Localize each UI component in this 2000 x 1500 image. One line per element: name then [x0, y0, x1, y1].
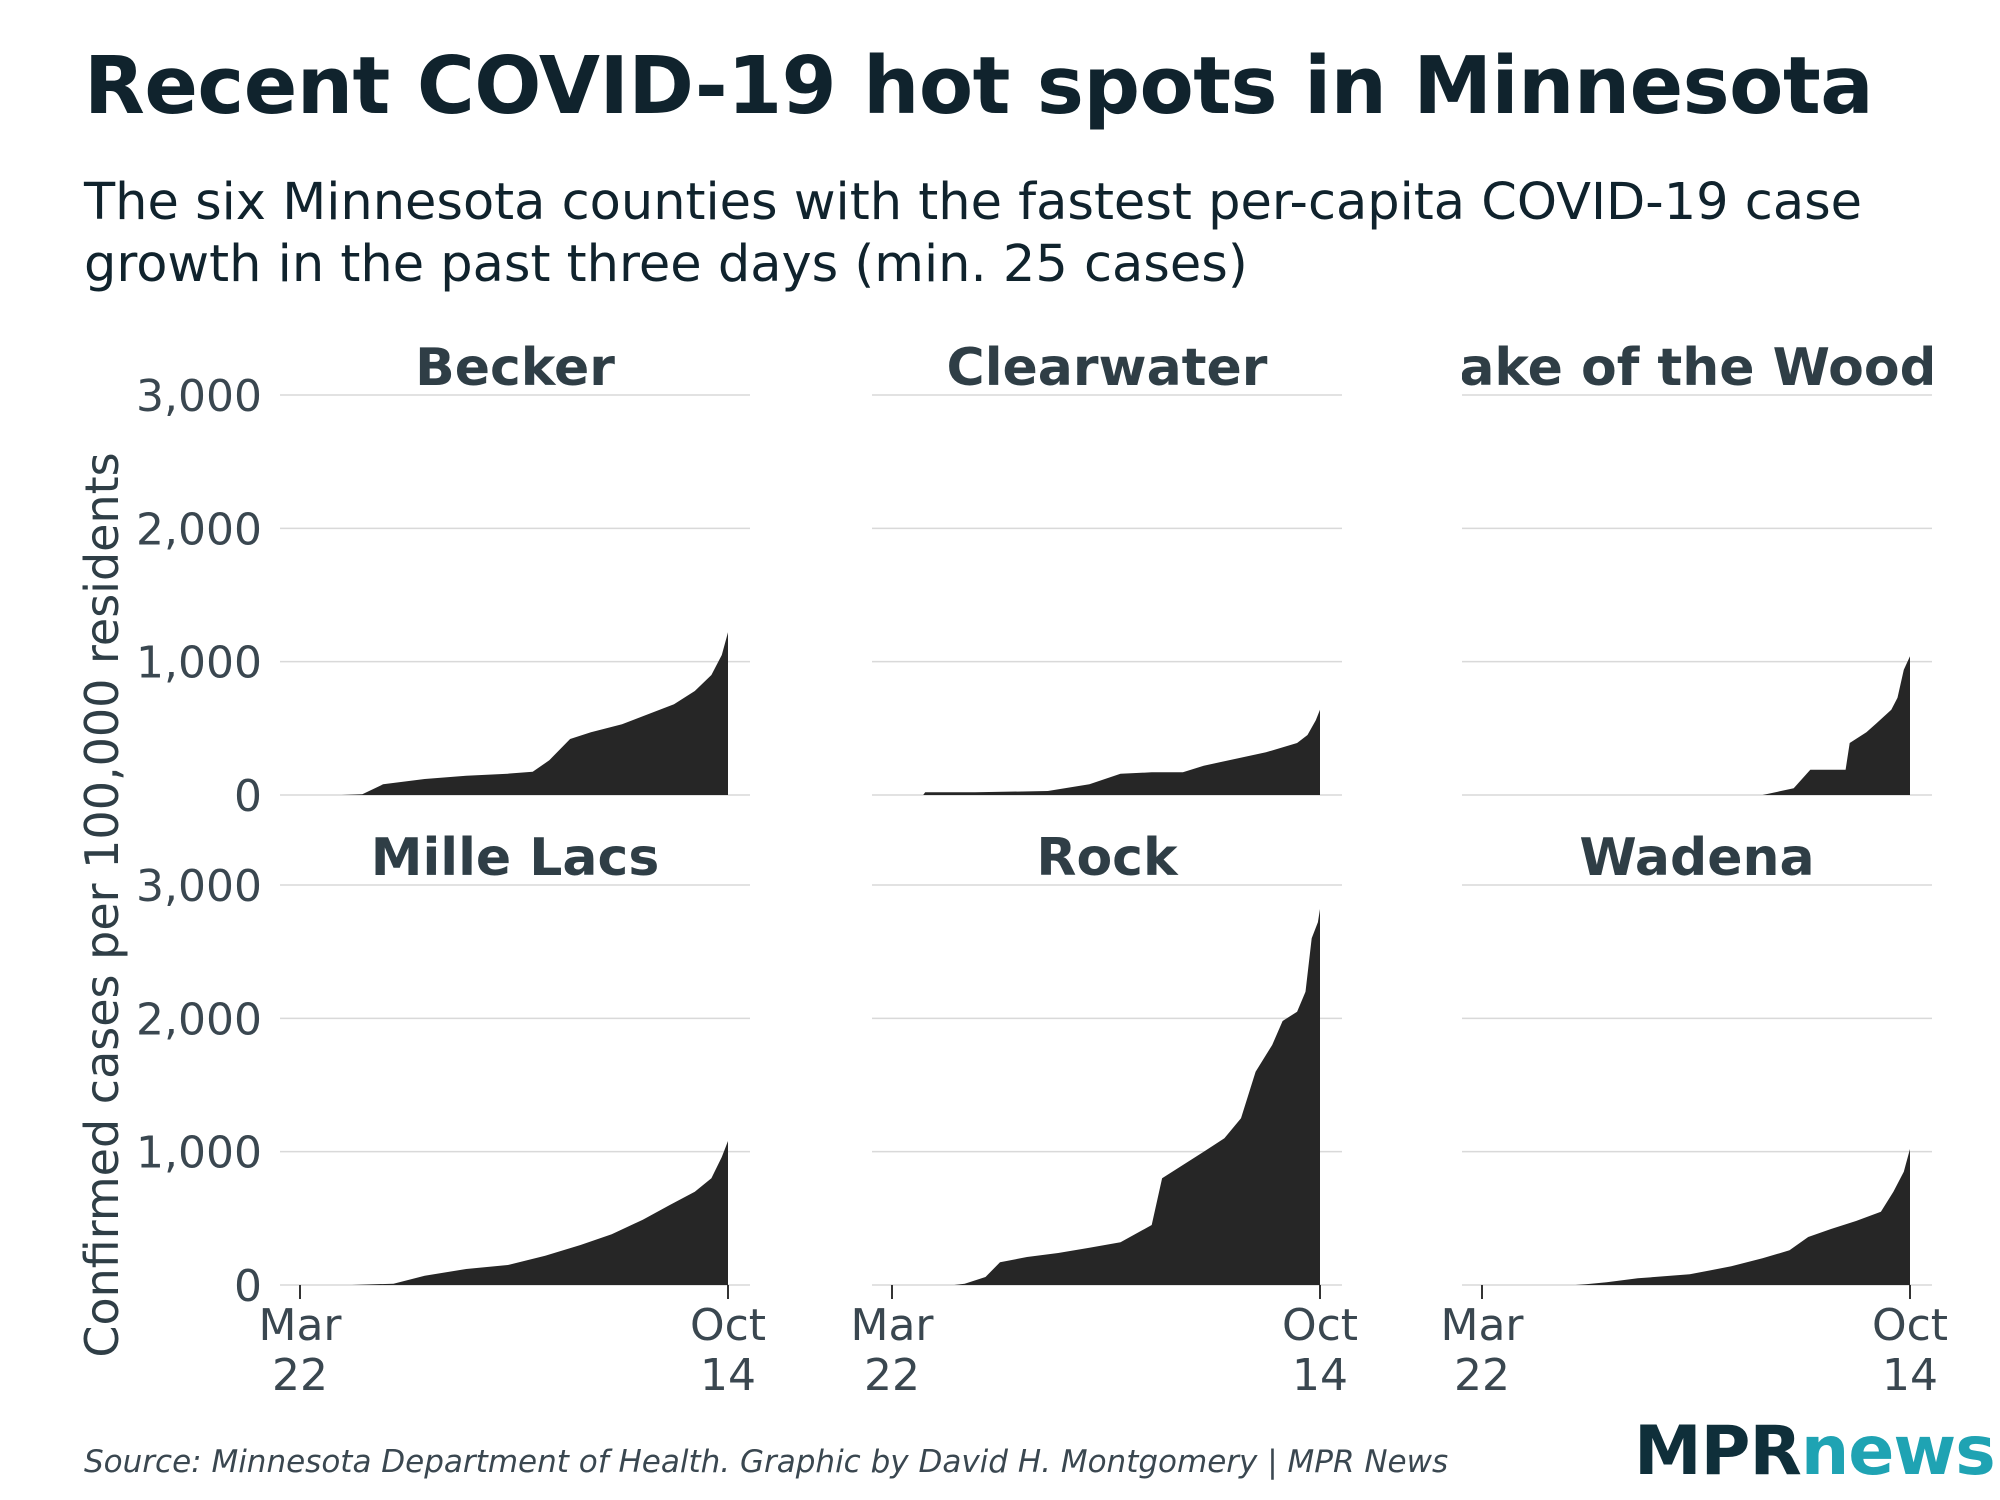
area-becker: [341, 632, 728, 795]
panel-clearwater: Clearwater: [872, 338, 1342, 796]
panel-title: Rock: [1036, 828, 1179, 888]
x-tick-label: Mar: [850, 1300, 934, 1351]
x-tick-label: 14: [1882, 1350, 1938, 1401]
panel-title: Clearwater: [947, 338, 1268, 398]
chart-title: Recent COVID-19 hot spots in Minnesota: [84, 40, 1874, 132]
y-tick-label: 0: [234, 1261, 262, 1312]
y-tick-label: 1,000: [136, 1128, 262, 1179]
area-mille-lacs: [351, 1141, 728, 1285]
y-axis-label: Confirmed cases per 100,000 residents: [75, 452, 129, 1357]
x-tick-label: Mar: [1440, 1300, 1524, 1351]
y-tick-label: 0: [234, 771, 262, 822]
y-tick-label: 2,000: [136, 994, 262, 1045]
y-tick-label: 3,000: [136, 861, 262, 912]
x-tick-label: 14: [1292, 1350, 1348, 1401]
chart-subtitle: The six Minnesota counties with the fast…: [84, 173, 1863, 294]
x-tick-label: Oct: [690, 1300, 766, 1351]
x-tick-label: 22: [1454, 1350, 1510, 1401]
x-tick-label: 22: [272, 1350, 328, 1401]
area-rock: [954, 909, 1320, 1285]
panel-becker: Becker 0 1,000 2,000 3,000: [136, 338, 750, 822]
logo-news: news: [1800, 1412, 1996, 1491]
area-lake-of-the-woods: [1762, 656, 1910, 795]
x-tick-label: Mar: [258, 1300, 342, 1351]
panel-title: Mille Lacs: [371, 828, 660, 888]
y-tick-label: 3,000: [136, 371, 262, 422]
panel-title: Becker: [415, 338, 615, 398]
x-tick-label: Oct: [1872, 1300, 1948, 1351]
area-wadena: [1575, 1149, 1910, 1285]
x-tick-label: 14: [700, 1350, 756, 1401]
panel-title: Lake of the Woods: [1426, 338, 1968, 398]
area-clearwater: [923, 709, 1320, 795]
x-tick-label: Oct: [1282, 1300, 1358, 1351]
mpr-news-logo: MPRnews: [1634, 1418, 1996, 1486]
panel-title: Wadena: [1579, 828, 1814, 888]
y-tick-label: 2,000: [136, 504, 262, 555]
panel-lake-of-the-woods: Lake of the Woods: [1426, 338, 1968, 796]
y-tick-label: 1,000: [136, 638, 262, 689]
source-note: Source: Minnesota Department of Health. …: [84, 1444, 1449, 1480]
x-tick-label: 22: [864, 1350, 920, 1401]
logo-mpr: MPR: [1634, 1412, 1802, 1491]
